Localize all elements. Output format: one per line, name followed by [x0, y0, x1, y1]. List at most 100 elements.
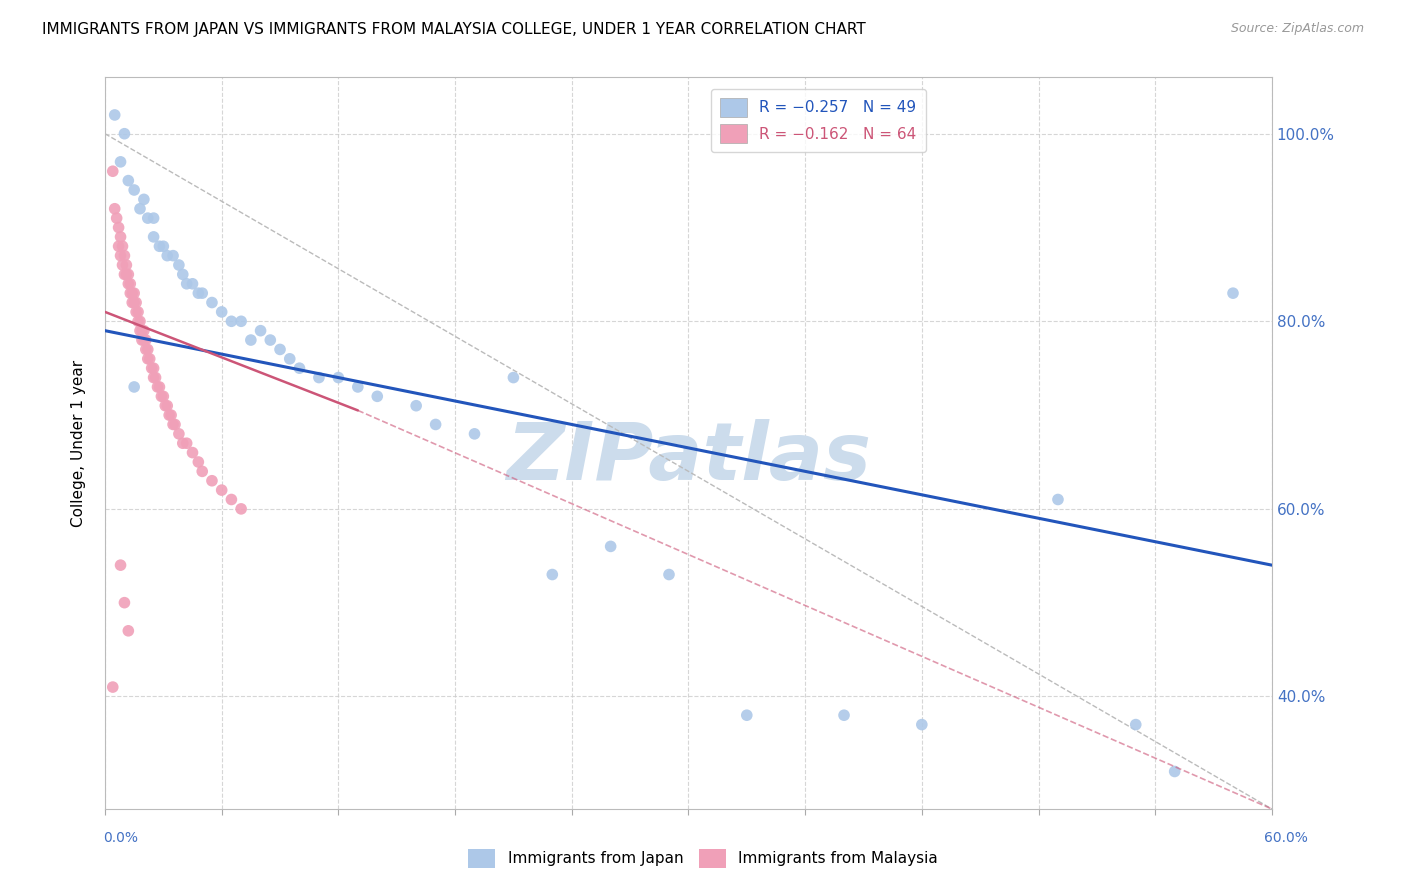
Point — [111, 239, 134, 253]
Point — [162, 417, 184, 432]
Point — [114, 268, 136, 282]
Point — [259, 333, 281, 347]
Point — [176, 277, 198, 291]
Text: 60.0%: 60.0% — [1264, 831, 1308, 846]
Point — [110, 230, 132, 244]
Point — [231, 501, 253, 516]
Point — [117, 624, 139, 638]
Point — [125, 295, 148, 310]
Point — [832, 708, 855, 723]
Point — [114, 249, 136, 263]
Point — [187, 286, 209, 301]
Point — [146, 380, 169, 394]
Point — [1046, 492, 1069, 507]
Point — [132, 333, 155, 347]
Point — [911, 717, 934, 731]
Point — [167, 258, 190, 272]
Point — [405, 399, 427, 413]
Point — [1125, 717, 1147, 731]
Point — [463, 426, 485, 441]
Point — [162, 249, 184, 263]
Point — [221, 492, 243, 507]
Point — [132, 324, 155, 338]
Point — [131, 333, 153, 347]
Point — [599, 540, 621, 554]
Point — [152, 389, 174, 403]
Point — [129, 314, 152, 328]
Point — [125, 305, 148, 319]
Y-axis label: College, Under 1 year: College, Under 1 year — [72, 359, 86, 527]
Point — [104, 202, 127, 216]
Point — [269, 343, 291, 357]
Point — [122, 295, 145, 310]
Point — [211, 483, 233, 497]
Text: 0.0%: 0.0% — [103, 831, 138, 846]
Point — [135, 343, 157, 357]
Point — [172, 436, 194, 450]
Point — [110, 154, 132, 169]
Point — [163, 417, 186, 432]
Point — [129, 324, 152, 338]
Point — [346, 380, 368, 394]
Point — [110, 558, 132, 573]
Point — [110, 249, 132, 263]
Point — [114, 127, 136, 141]
Point — [138, 351, 160, 366]
Point — [120, 286, 142, 301]
Point — [735, 708, 758, 723]
Point — [211, 305, 233, 319]
Point — [127, 305, 149, 319]
Point — [156, 399, 179, 413]
Point — [231, 314, 253, 328]
Point — [201, 295, 224, 310]
Point — [131, 324, 153, 338]
Point — [114, 596, 136, 610]
Point — [115, 268, 138, 282]
Point — [142, 361, 165, 376]
Point — [181, 277, 204, 291]
Point — [135, 333, 157, 347]
Point — [122, 380, 145, 394]
Point — [425, 417, 447, 432]
Point — [155, 399, 177, 413]
Point — [308, 370, 330, 384]
Point — [148, 239, 170, 253]
Point — [160, 408, 183, 422]
Point — [101, 680, 124, 694]
Point — [502, 370, 524, 384]
Point — [117, 277, 139, 291]
Point — [191, 286, 214, 301]
Point — [541, 567, 564, 582]
Point — [136, 343, 159, 357]
Point — [120, 277, 142, 291]
Point — [187, 455, 209, 469]
Point — [157, 408, 180, 422]
Point — [107, 239, 129, 253]
Point — [142, 230, 165, 244]
Legend: Immigrants from Japan, Immigrants from Malaysia: Immigrants from Japan, Immigrants from M… — [461, 843, 945, 873]
Point — [176, 436, 198, 450]
Point — [249, 324, 271, 338]
Point — [121, 295, 143, 310]
Text: Source: ZipAtlas.com: Source: ZipAtlas.com — [1230, 22, 1364, 36]
Point — [1222, 286, 1244, 301]
Point — [111, 258, 134, 272]
Point — [117, 173, 139, 187]
Point — [201, 474, 224, 488]
Point — [141, 361, 163, 376]
Point — [101, 164, 124, 178]
Point — [115, 258, 138, 272]
Point — [239, 333, 262, 347]
Point — [117, 268, 139, 282]
Point — [288, 361, 311, 376]
Point — [156, 249, 179, 263]
Point — [152, 239, 174, 253]
Point — [105, 211, 128, 226]
Point — [328, 370, 350, 384]
Point — [148, 380, 170, 394]
Point — [129, 202, 152, 216]
Point — [142, 370, 165, 384]
Point — [366, 389, 388, 403]
Point — [181, 445, 204, 459]
Point — [191, 464, 214, 478]
